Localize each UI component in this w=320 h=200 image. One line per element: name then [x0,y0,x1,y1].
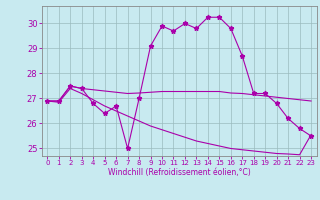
X-axis label: Windchill (Refroidissement éolien,°C): Windchill (Refroidissement éolien,°C) [108,168,251,177]
